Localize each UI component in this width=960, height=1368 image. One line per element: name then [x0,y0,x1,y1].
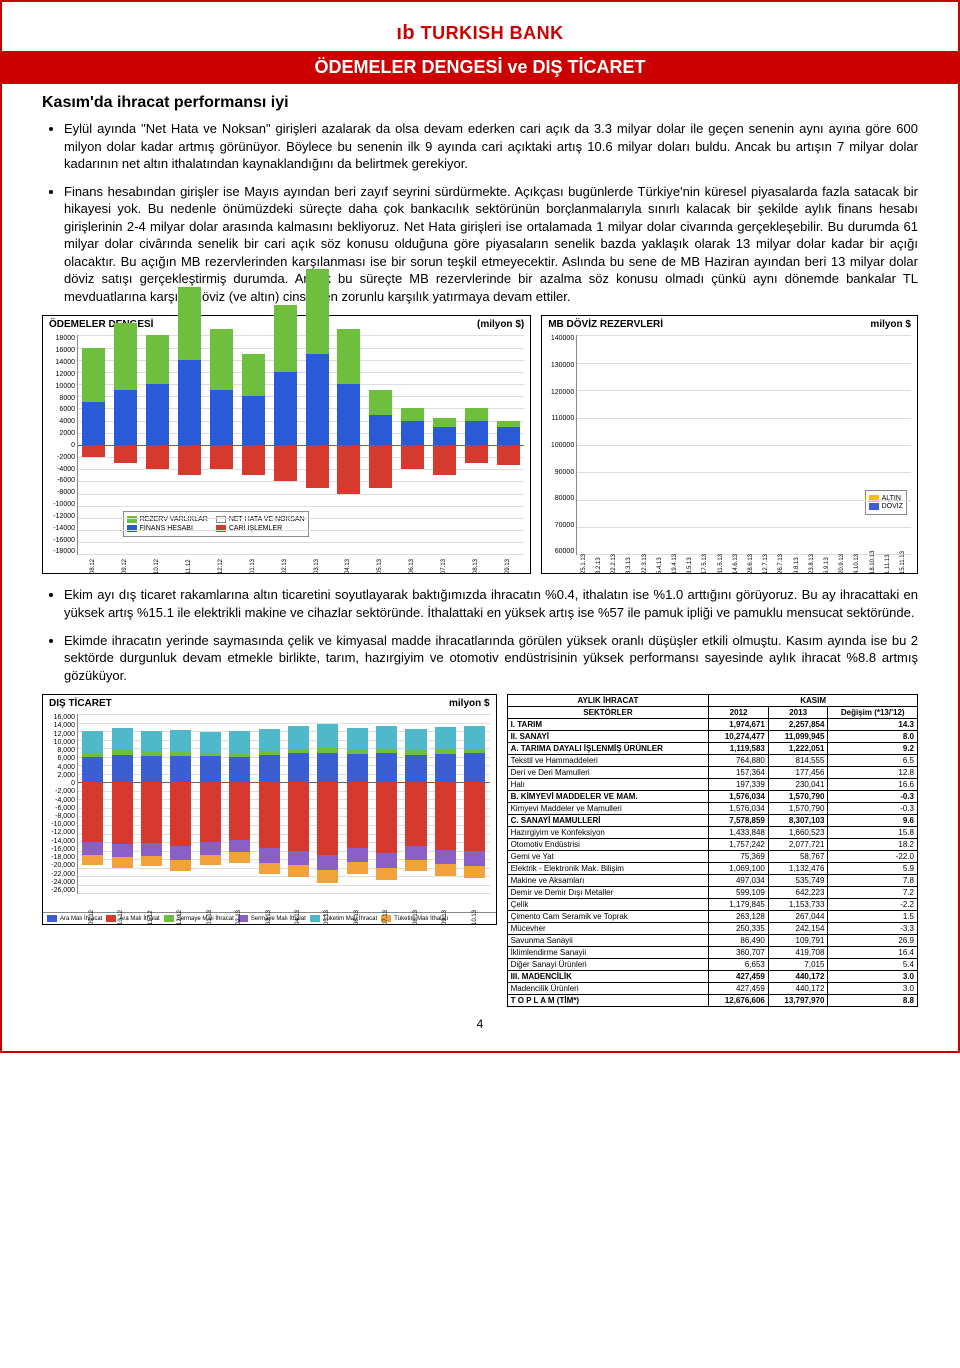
page: ıb TURKISH BANK ÖDEMELER DENGESİ ve DIŞ … [0,0,960,1053]
chart-bop: ÖDEMELER DENGESİ (milyon $) 180001600014… [42,315,531,574]
chart-trade-title: DIŞ TİCARET [49,698,112,709]
export-table-wrap: AYLIK İHRACATKASIMSEKTÖRLER20122013Değiş… [507,694,918,1007]
chart-reserves-title: MB DÖVİZ REZERVLERİ [548,319,663,330]
export-table: AYLIK İHRACATKASIMSEKTÖRLER20122013Değiş… [507,694,918,1007]
bullet: Eylül ayında "Net Hata ve Noksan" girişl… [64,120,918,173]
chart-bop-yaxis: 1800016000140001200010000800060004000200… [43,333,77,573]
chart-trade-xlabels: 09.1210.1211.1212.1201.1302.1303.1304.13… [77,916,490,922]
chart-reserves-xlabels: 25.1.138.2.1322.2.138.3.1322.3.135.4.131… [576,565,911,571]
chart-reserves-yaxis: 1400001300001200001100001000009000080000… [542,333,576,573]
section-title-bar: ÖDEMELER DENGESİ ve DIŞ TİCARET [2,51,958,84]
chart-bop-xlabels: 08.1209.1210.1211.1212.1201.1302.1303.13… [77,565,524,571]
chart-trade: DIŞ TİCARET milyon $ 16,00014,00012,0001… [42,694,497,925]
bank-name: TURKISH BANK [421,23,564,43]
chart-bop-legend: REZERV VARLIKLARNET HATA VE NOKSANFİNANS… [123,511,309,537]
chart-reserves-plot: ALTINDÖVİZ [576,335,911,555]
chart-bop-plot: REZERV VARLIKLARNET HATA VE NOKSANFİNANS… [77,335,524,555]
bullets-top: Eylül ayında "Net Hata ve Noksan" girişl… [64,120,918,305]
logo-icon: ıb [396,22,415,44]
subtitle: Kasım'da ihracat performansı iyi [42,94,918,112]
chart-trade-plot [77,714,490,894]
page-number: 4 [42,1017,918,1031]
bullets-bottom: Ekim ayı dış ticaret rakamlarına altın t… [64,586,918,684]
bullet: Ekim ayı dış ticaret rakamlarına altın t… [64,586,918,621]
chart-trade-unit: milyon $ [449,698,490,709]
bank-logo: ıb TURKISH BANK [42,22,918,45]
bottom-row: DIŞ TİCARET milyon $ 16,00014,00012,0001… [42,694,918,1007]
charts-row-1: ÖDEMELER DENGESİ (milyon $) 180001600014… [42,315,918,574]
chart-bop-unit: (milyon $) [477,319,524,330]
section-title: ÖDEMELER DENGESİ ve DIŞ TİCARET [314,57,645,77]
chart-trade-yaxis: 16,00014,00012,00010,0008,0006,0004,0002… [43,712,77,912]
chart-bop-title: ÖDEMELER DENGESİ [49,319,153,330]
chart-reserves-legend: ALTINDÖVİZ [865,490,907,515]
chart-reserves-unit: milyon $ [870,319,911,330]
chart-reserves: MB DÖVİZ REZERVLERİ milyon $ 14000013000… [541,315,918,574]
bullet: Ekimde ihracatın yerinde saymasında çeli… [64,632,918,685]
